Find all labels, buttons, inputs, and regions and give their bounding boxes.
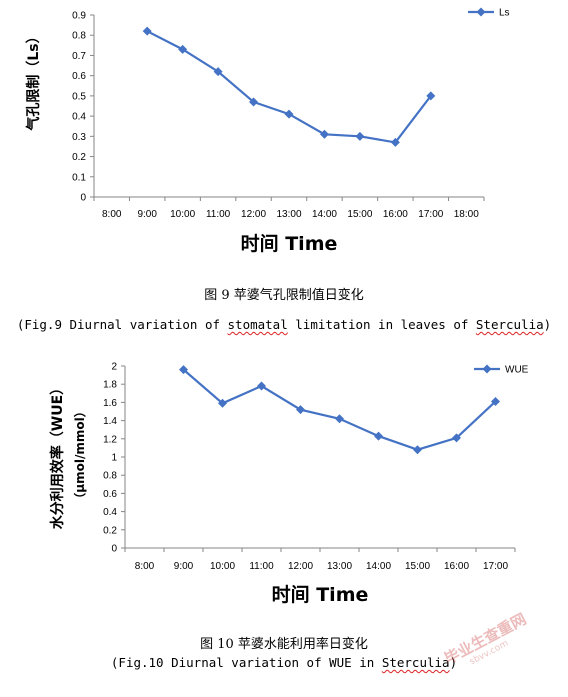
chart-wue-x-tick-label: 17:00 bbox=[483, 561, 508, 572]
chart-wue-data-point bbox=[296, 405, 305, 415]
fig10-caption-sterculia: Sterculia bbox=[381, 655, 450, 670]
chart-wue-legend-label: WUE bbox=[505, 365, 529, 376]
chart-ls-legend-marker bbox=[476, 7, 486, 17]
chart-wue-x-axis-title: 时间 Time bbox=[272, 584, 369, 606]
chart-wue-y-tick-label: 0 bbox=[111, 544, 117, 555]
chart-ls: 0 0.1 0.2 0.3 0.4 0.5 0.6 0.7 0.8 0.9 8:00 9:00 10:0… bbox=[25, 7, 510, 255]
chart-ls-x-tick-label: 10:00 bbox=[170, 209, 195, 220]
chart-wue-x-tick-label: 9:00 bbox=[174, 561, 194, 572]
chart-wue-y-tick-label: 0.4 bbox=[103, 507, 117, 518]
chart-wue-y-axis-unit: （μmol/mmol） bbox=[72, 405, 87, 504]
fig9-caption-part: ) bbox=[543, 317, 552, 332]
chart-wue-data-point bbox=[491, 396, 500, 406]
chart-wue-data-point bbox=[257, 381, 266, 391]
chart-ls-data-point bbox=[390, 137, 400, 147]
chart-wue-x-tick-label: 16:00 bbox=[444, 561, 469, 572]
chart-ls-x-tick-label: 15:00 bbox=[347, 209, 372, 220]
chart-wue-data-point bbox=[374, 431, 383, 441]
chart-wue-y-tick-label: 1.6 bbox=[103, 398, 117, 409]
chart-ls-y-tick-label: 0.1 bbox=[72, 172, 86, 183]
chart-ls-y-tick-label: 0.8 bbox=[72, 31, 86, 42]
chart-wue-x-tick-label: 13:00 bbox=[327, 561, 352, 572]
chart-ls-y-axis-title: 气孔限制（Ls） bbox=[25, 29, 42, 131]
chart-wue-y-tick-label: 2 bbox=[111, 362, 117, 373]
chart-ls-data-point bbox=[178, 44, 188, 54]
fig9-caption-title: 图 9 苹婆气孔限制值日变化 bbox=[204, 288, 364, 303]
chart-ls-y-tick-label: 0 bbox=[80, 193, 86, 204]
chart-wue-data-point bbox=[452, 433, 461, 443]
fig10-caption-part: ) bbox=[449, 655, 458, 670]
chart-wue-y-tick-label: 1.8 bbox=[103, 380, 117, 391]
chart-ls-y-tick-label: 0.9 bbox=[72, 11, 86, 22]
chart-wue-y-tick-label: 0.2 bbox=[103, 525, 117, 536]
chart-ls-data-point bbox=[355, 131, 365, 141]
chart-wue-x-tick-label: 8:00 bbox=[135, 561, 155, 572]
chart-ls-x-tick-label: 18:00 bbox=[454, 209, 479, 220]
chart-wue: 0 0.2 0.4 0.6 0.8 1 1.2 1.4 1.6 1.8 2 8:00 9:00 10:00… bbox=[49, 362, 529, 607]
chart-wue-data-point bbox=[335, 414, 344, 424]
chart-ls-data-point bbox=[426, 91, 436, 101]
chart-ls-data-point bbox=[142, 26, 152, 36]
chart-wue-series-line bbox=[182, 368, 497, 451]
chart-ls-data-point bbox=[213, 67, 223, 77]
chart-wue-legend-marker bbox=[482, 364, 492, 374]
chart-wue-y-tick-label: 0.8 bbox=[103, 471, 117, 482]
fig9-caption-part: limitation in leaves of bbox=[287, 317, 476, 332]
chart-wue-x-tick-label: 12:00 bbox=[288, 561, 313, 572]
fig10-caption-title: 图 10 苹婆水能利用率日变化 bbox=[200, 637, 368, 652]
chart-wue-data-point bbox=[179, 365, 188, 375]
chart-wue-data-point bbox=[218, 398, 227, 408]
chart-ls-y-tick-label: 0.2 bbox=[72, 152, 86, 163]
chart-ls-y-tick-label: 0.5 bbox=[72, 91, 86, 102]
chart-ls-y-tick-label: 0.3 bbox=[72, 132, 86, 143]
chart-ls-x-tick-label: 11:00 bbox=[206, 209, 231, 220]
chart-ls-x-tick-label: 17:00 bbox=[418, 209, 443, 220]
chart-ls-x-tick-label: 9:00 bbox=[137, 209, 157, 220]
chart-ls-x-axis-title: 时间 Time bbox=[241, 233, 338, 255]
chart-ls-x-tick-label: 14:00 bbox=[312, 209, 337, 220]
chart-ls-y-tick-label: 0.4 bbox=[72, 112, 86, 123]
chart-wue-x-tick-label: 15:00 bbox=[405, 561, 430, 572]
chart-wue-y-tick-label: 1.2 bbox=[103, 434, 117, 445]
chart-ls-series-line bbox=[146, 30, 432, 144]
chart-wue-y-tick-label: 1.4 bbox=[103, 416, 117, 427]
chart-ls-data-point bbox=[319, 129, 329, 139]
chart-wue-y-axis-title: 水分利用效率（WUE） bbox=[49, 381, 66, 529]
chart-ls-x-tick-label: 13:00 bbox=[276, 209, 301, 220]
chart-wue-data-point bbox=[413, 445, 422, 455]
chart-wue-x-tick-label: 14:00 bbox=[366, 561, 391, 572]
fig9-caption-part: (Fig.9 Diurnal variation of bbox=[16, 317, 228, 332]
fig9-caption-sterculia: Sterculia bbox=[475, 317, 544, 332]
fig10-caption-part: (Fig.10 Diurnal variation of WUE in bbox=[110, 655, 382, 670]
chart-wue-x-tick-label: 11:00 bbox=[249, 561, 274, 572]
chart-ls-x-tick-label: 16:00 bbox=[383, 209, 408, 220]
chart-ls-y-tick-label: 0.7 bbox=[72, 51, 86, 62]
chart-ls-y-tick-label: 0.6 bbox=[72, 71, 86, 82]
fig9-caption-english: (Fig.9 Diurnal variation of stomatal lim… bbox=[0, 317, 568, 332]
fig10-caption-english: (Fig.10 Diurnal variation of WUE in Ster… bbox=[0, 655, 568, 670]
chart-ls-data-point bbox=[249, 97, 259, 107]
chart-ls-data-point bbox=[284, 109, 294, 119]
fig9-caption-stomatal: stomatal bbox=[227, 317, 288, 332]
chart-ls-x-tick-label: 12:00 bbox=[241, 209, 266, 220]
chart-wue-y-tick-label: 1 bbox=[111, 453, 117, 464]
chart-wue-y-tick-label: 0.6 bbox=[103, 489, 117, 500]
chart-ls-x-tick-label: 8:00 bbox=[102, 209, 122, 220]
chart-ls-legend-label: Ls bbox=[499, 8, 510, 19]
chart-wue-x-tick-label: 10:00 bbox=[210, 561, 235, 572]
